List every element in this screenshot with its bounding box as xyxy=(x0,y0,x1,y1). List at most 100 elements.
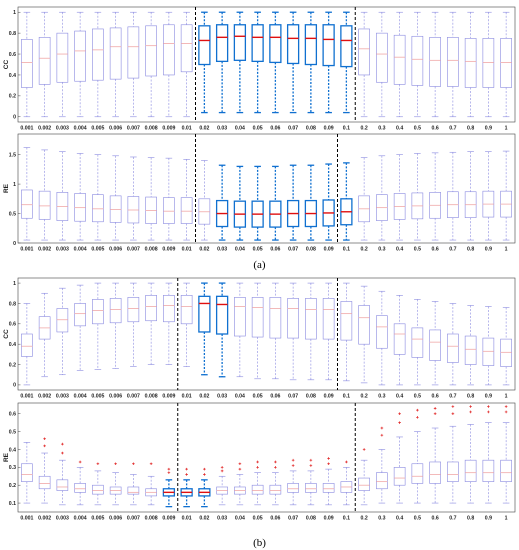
box-iqr xyxy=(56,32,69,83)
box-iqr xyxy=(145,25,157,77)
x-tick-label: 0.01 xyxy=(182,516,192,522)
x-tick-label: 0.009 xyxy=(162,516,175,522)
box-iqr xyxy=(38,37,51,85)
x-tick-label: 0.005 xyxy=(91,516,104,522)
outlier-marker xyxy=(504,410,508,414)
box-iqr xyxy=(92,28,104,81)
outlier-marker xyxy=(43,444,46,448)
x-tick-label: 0.06 xyxy=(270,394,280,400)
box-iqr xyxy=(447,37,459,87)
box-iqr xyxy=(482,459,495,482)
outlier-marker xyxy=(43,437,46,441)
x-tick-label: 0.05 xyxy=(253,516,263,522)
box-iqr xyxy=(127,486,140,495)
x-tick-label: 0.3 xyxy=(378,516,385,522)
box-iqr xyxy=(393,467,406,486)
x-tick-label: 0.5 xyxy=(414,247,421,253)
outlier-marker xyxy=(487,410,490,414)
box-iqr xyxy=(304,24,318,66)
box-iqr xyxy=(358,305,370,345)
box-iqr xyxy=(322,24,335,67)
x-tick-label: 0.002 xyxy=(38,247,51,253)
box-0.7 xyxy=(447,303,459,386)
outlier-marker xyxy=(238,467,242,471)
box-0.1 xyxy=(340,162,353,241)
box-iqr xyxy=(269,484,282,495)
y-tick-label: 0.8 xyxy=(9,301,16,307)
panel-b-top: 0 0.2 0.4 0.6 0.8 1 CC 0.001 0.002 0.003 0.004 0.00… xyxy=(3,277,516,400)
box-1 xyxy=(500,307,512,386)
x-tick-label: 0.06 xyxy=(270,516,280,522)
box-0.006 xyxy=(109,462,122,506)
x-tick-label: 0.8 xyxy=(467,247,474,253)
x-tick-label: 0.005 xyxy=(91,394,104,400)
x-tick-label: 0.03 xyxy=(217,394,227,400)
x-tick-label: 0.3 xyxy=(378,126,385,132)
box-0.1 xyxy=(340,460,353,506)
box-0.6 xyxy=(429,11,441,118)
x-tick-label: 0.5 xyxy=(414,516,421,522)
box-0.01 xyxy=(180,282,193,367)
y-tick-label: 0.2 xyxy=(9,94,16,100)
box-0.007 xyxy=(127,462,140,506)
outlier-marker xyxy=(96,462,100,466)
panel-a-top: 0 0.2 0.4 0.6 0.8 1 CC 0.001 0.002 0.003 0.004 0.00… xyxy=(3,6,516,132)
outlier-marker xyxy=(185,467,188,471)
box-iqr xyxy=(393,34,406,85)
plot-frame xyxy=(17,277,516,391)
x-tick-label: 0.9 xyxy=(485,516,492,522)
y-tick-label: 0.6 xyxy=(9,52,16,58)
x-tick-label: 0.003 xyxy=(56,394,69,400)
x-tick-label: 0.02 xyxy=(199,247,209,253)
y-tick-label: 1 xyxy=(13,10,16,16)
y-tick-label: 0.1 xyxy=(9,501,16,507)
box-0.08 xyxy=(304,11,318,114)
x-tick-label: 0.7 xyxy=(449,516,456,522)
box-1 xyxy=(500,405,512,504)
box-0.003 xyxy=(56,442,69,506)
box-iqr xyxy=(21,333,33,357)
x-tick-label: 0.004 xyxy=(74,394,87,400)
box-0.004 xyxy=(74,11,86,118)
box-0.5 xyxy=(411,299,424,386)
box-0.06 xyxy=(269,282,282,380)
x-tick-label: 0.001 xyxy=(20,394,33,400)
x-tick-label: 0.004 xyxy=(74,516,87,522)
x-tick-label: 0.05 xyxy=(253,126,263,132)
x-tick-label: 0.07 xyxy=(288,126,298,132)
box-0.2 xyxy=(358,157,370,241)
box-iqr xyxy=(447,461,459,482)
outlier-marker xyxy=(327,462,330,466)
x-tick-label: 0.6 xyxy=(432,126,439,132)
outlier-marker xyxy=(274,460,277,464)
box-0.01 xyxy=(180,467,193,508)
box-0.003 xyxy=(56,151,69,241)
x-tick-label: 0.001 xyxy=(20,516,33,522)
box-0.004 xyxy=(74,284,86,371)
x-tick-label: 0.6 xyxy=(432,394,439,400)
box-0.008 xyxy=(145,282,157,365)
box-iqr xyxy=(269,297,282,339)
box-iqr xyxy=(447,333,459,363)
box-iqr xyxy=(233,24,247,61)
x-tick-label: 0.2 xyxy=(361,126,368,132)
outlier-marker xyxy=(469,405,472,408)
box-iqr xyxy=(251,484,264,495)
box-iqr xyxy=(411,463,424,484)
x-tick-label: 0.1 xyxy=(343,247,350,253)
outlier-marker xyxy=(327,457,330,460)
box-0.006 xyxy=(109,282,122,369)
box-0.009 xyxy=(163,282,175,365)
box-0.02 xyxy=(198,160,211,241)
x-tick-label: 1 xyxy=(505,247,508,253)
box-1 xyxy=(500,11,512,118)
x-tick-label: 0.002 xyxy=(38,394,51,400)
box-0.2 xyxy=(358,11,370,118)
box-iqr xyxy=(234,297,246,337)
box-iqr xyxy=(163,295,175,323)
panel-b-bottom: 0.1 0.2 0.3 0.4 0.5 0.6 RE 0.001 0.002 0.003 0.004… xyxy=(3,402,516,522)
y-tick-label: 0.5 xyxy=(9,211,16,217)
x-tick-label: 0.7 xyxy=(449,126,456,132)
outlier-marker xyxy=(433,412,437,416)
box-0.008 xyxy=(145,157,157,241)
